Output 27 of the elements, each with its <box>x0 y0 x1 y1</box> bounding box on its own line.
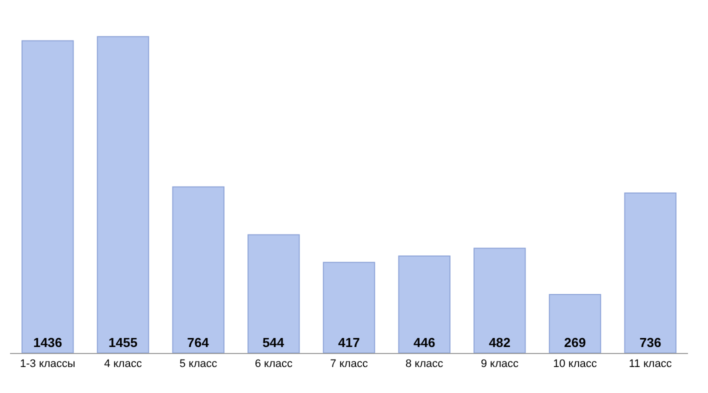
x-tick-label: 1-3 классы <box>20 358 76 370</box>
x-tick-label: 9 класс <box>480 358 519 370</box>
x-tick-label: 10 класс <box>553 358 598 370</box>
bar <box>548 294 602 353</box>
data-label: 544 <box>262 335 285 350</box>
bar <box>322 262 376 353</box>
x-tick-label: 8 класс <box>406 358 444 370</box>
x-tick-label: 6 класс <box>254 358 293 370</box>
data-label: 1455 <box>108 335 138 350</box>
x-tick-label: 11 класс <box>628 358 672 370</box>
bar <box>624 192 676 353</box>
x-tick-label: 4 класс <box>104 358 142 370</box>
bar <box>172 186 224 353</box>
data-label: 736 <box>639 335 662 350</box>
data-label: 446 <box>413 335 436 350</box>
bar <box>96 36 150 353</box>
x-tick-label: 7 класс <box>330 358 368 370</box>
bar <box>248 234 300 353</box>
bar <box>398 256 450 353</box>
data-label: 269 <box>564 335 586 350</box>
data-label: 482 <box>488 335 511 350</box>
x-tick-label: 5 класс <box>180 358 218 370</box>
bar <box>474 248 526 353</box>
data-label: 1436 <box>33 335 62 350</box>
data-label: 417 <box>338 335 360 350</box>
data-label: 764 <box>187 335 210 350</box>
bar <box>22 40 74 353</box>
